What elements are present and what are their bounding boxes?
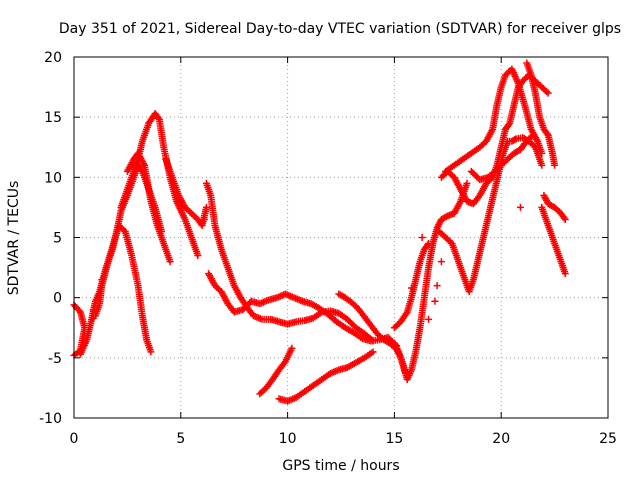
data-point: [98, 276, 106, 284]
data-point: [407, 284, 415, 292]
data-point: [194, 252, 202, 260]
data-point: [369, 348, 377, 356]
data-point: [425, 315, 433, 323]
y-tick-label: 5: [53, 231, 62, 247]
data-points: [70, 59, 569, 405]
data-point: [89, 314, 97, 322]
x-tick-label: 15: [385, 431, 403, 447]
data-point: [528, 132, 536, 140]
data-point: [288, 344, 296, 352]
data-point: [561, 215, 569, 223]
x-tick-label: 5: [176, 431, 185, 447]
data-point: [551, 161, 559, 169]
y-tick-label: 15: [44, 110, 62, 126]
x-tick-label: 10: [279, 431, 297, 447]
axis-ticks: 0 5 10 15 20 25 -10 -5 0 5 10 15 20: [39, 50, 617, 447]
y-tick-label: 0: [53, 291, 62, 307]
plot-area-border: [73, 56, 609, 419]
data-point: [89, 306, 97, 314]
y-tick-label: -10: [39, 411, 62, 427]
data-point: [529, 131, 537, 139]
data-point: [431, 297, 439, 305]
x-tick-label: 25: [599, 431, 617, 447]
data-point: [433, 282, 441, 290]
data-point: [437, 258, 445, 266]
y-tick-label: -5: [48, 351, 62, 367]
data-point: [154, 114, 162, 122]
data-point: [166, 258, 174, 266]
data-point: [425, 240, 433, 248]
data-point: [543, 130, 551, 138]
data-point: [511, 136, 519, 144]
x-axis-label: GPS time / hours: [282, 458, 399, 474]
x-tick-label: 20: [492, 431, 510, 447]
data-point: [505, 121, 513, 129]
y-tick-label: 10: [44, 170, 62, 186]
y-axis-label: SDTVAR / TECUs: [6, 181, 22, 296]
data-point: [538, 149, 546, 157]
data-point: [463, 179, 471, 187]
data-point: [200, 215, 208, 223]
data-point: [424, 241, 432, 249]
data-point: [202, 203, 210, 211]
x-tick-label: 0: [70, 431, 79, 447]
data-point: [147, 348, 155, 356]
data-point: [516, 203, 524, 211]
data-point: [418, 234, 426, 241]
data-point: [561, 270, 569, 278]
y-tick-label: 20: [44, 50, 62, 66]
chart-title: Day 351 of 2021, Sidereal Day-to-day VTE…: [59, 21, 621, 37]
data-point: [560, 214, 568, 222]
data-point: [544, 89, 552, 97]
data-point: [538, 161, 546, 169]
